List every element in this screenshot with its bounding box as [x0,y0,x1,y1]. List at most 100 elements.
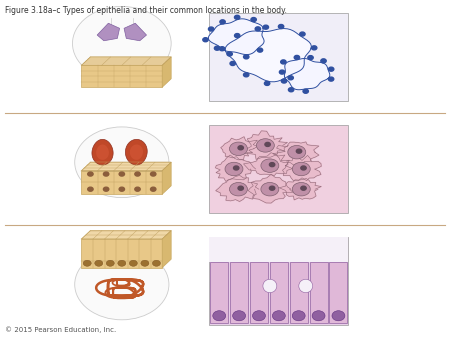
Circle shape [281,79,287,83]
Circle shape [230,183,248,196]
Ellipse shape [153,260,161,266]
Circle shape [119,187,125,191]
Bar [310,262,328,323]
Circle shape [265,81,270,86]
Circle shape [104,187,109,191]
Ellipse shape [263,279,277,293]
Circle shape [104,172,109,176]
Circle shape [311,46,317,50]
Circle shape [279,24,284,28]
Circle shape [292,162,310,176]
Polygon shape [162,231,171,268]
Ellipse shape [299,279,313,293]
Circle shape [301,186,306,190]
Circle shape [151,187,156,191]
Circle shape [301,166,306,170]
Circle shape [328,77,334,81]
Polygon shape [208,19,264,54]
Circle shape [292,183,310,196]
Circle shape [234,15,240,19]
Circle shape [151,172,156,176]
Circle shape [328,67,334,71]
Text: © 2015 Pearson Education, Inc.: © 2015 Pearson Education, Inc. [5,327,117,333]
Circle shape [279,70,285,74]
Bar [270,262,288,323]
Polygon shape [283,155,321,181]
Ellipse shape [332,311,345,321]
Circle shape [265,142,270,146]
Circle shape [308,56,313,59]
Polygon shape [81,171,162,194]
Polygon shape [243,153,292,175]
Circle shape [230,62,235,66]
Circle shape [208,27,214,31]
Circle shape [255,27,261,31]
Circle shape [288,88,294,92]
Polygon shape [81,65,162,87]
Ellipse shape [233,311,246,321]
Circle shape [257,48,263,52]
Circle shape [220,47,225,51]
Ellipse shape [141,260,149,266]
Circle shape [135,187,140,191]
Ellipse shape [118,260,126,266]
Bar [209,125,348,213]
Polygon shape [81,231,171,239]
Polygon shape [92,139,113,165]
Circle shape [270,186,275,190]
Circle shape [72,6,171,80]
Ellipse shape [83,260,91,266]
Polygon shape [248,174,293,203]
Polygon shape [81,239,162,268]
Polygon shape [216,155,256,182]
Bar [209,237,348,325]
Circle shape [119,172,125,176]
Circle shape [261,183,279,196]
Circle shape [261,159,279,172]
Circle shape [270,163,275,167]
Bar [209,237,348,262]
Polygon shape [124,23,147,41]
Circle shape [88,187,93,191]
Circle shape [238,186,243,190]
Polygon shape [225,28,311,82]
Polygon shape [126,139,147,165]
Circle shape [243,55,249,59]
Circle shape [234,33,240,38]
Polygon shape [220,137,257,160]
Circle shape [220,20,225,24]
Circle shape [251,18,256,22]
Bar [209,13,348,101]
Ellipse shape [292,311,305,321]
Bar [290,262,308,323]
Circle shape [294,55,300,59]
Polygon shape [279,178,321,200]
Bar [329,262,347,323]
Circle shape [214,46,220,50]
Ellipse shape [94,260,103,266]
Circle shape [75,127,169,198]
Polygon shape [284,58,330,90]
Circle shape [203,38,208,42]
Polygon shape [243,131,288,160]
Circle shape [135,172,140,176]
Circle shape [256,139,274,152]
Polygon shape [81,57,171,65]
Polygon shape [81,162,171,171]
Bar [210,262,228,323]
Polygon shape [162,162,171,194]
Circle shape [234,166,239,170]
Polygon shape [96,145,109,160]
Ellipse shape [272,311,285,321]
Circle shape [225,162,243,176]
Bar [230,262,248,323]
Circle shape [75,249,169,320]
Circle shape [263,25,269,29]
Circle shape [321,59,326,63]
Ellipse shape [312,311,325,321]
Text: Figure 3.18a–c Types of epithelia and their common locations in the body.: Figure 3.18a–c Types of epithelia and th… [5,6,287,15]
Circle shape [230,142,248,155]
Ellipse shape [252,311,266,321]
Circle shape [227,52,232,56]
Ellipse shape [129,260,137,266]
